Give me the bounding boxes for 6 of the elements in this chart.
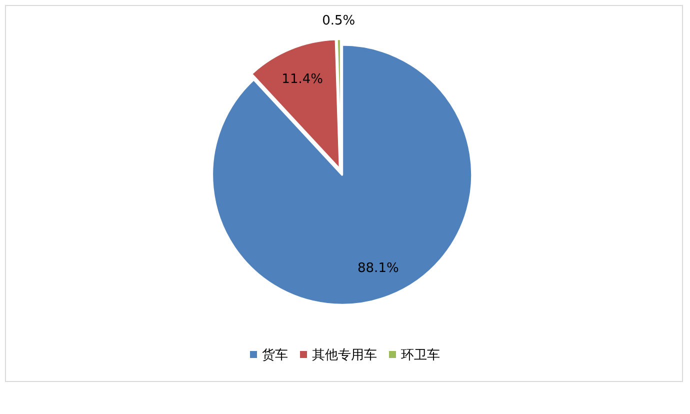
legend-label: 环卫车 xyxy=(401,348,440,363)
data-label: 0.5% xyxy=(322,14,356,29)
data-label: 11.4% xyxy=(282,72,323,87)
legend-label: 货车 xyxy=(262,348,288,363)
legend-label: 其他专用车 xyxy=(312,348,377,363)
data-label: 88.1% xyxy=(358,260,399,276)
